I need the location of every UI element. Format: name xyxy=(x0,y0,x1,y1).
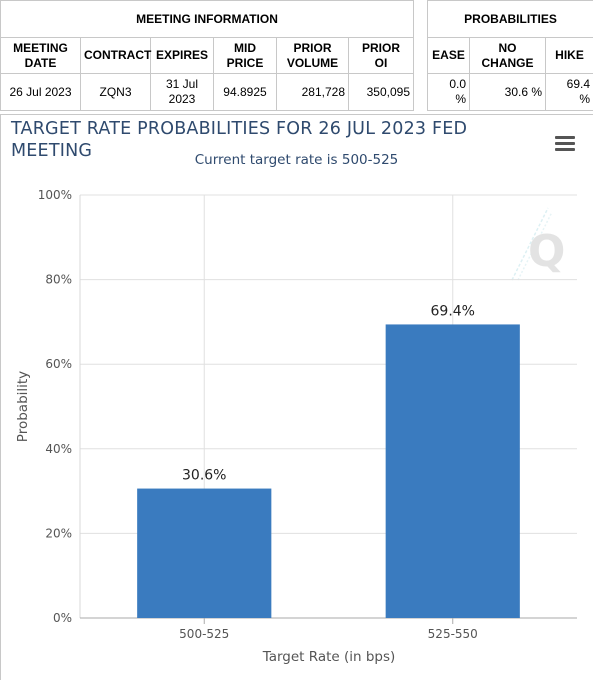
y-tick-label: 40% xyxy=(45,442,72,456)
column-header-prior-oi: PRIOR OI xyxy=(348,37,414,74)
probabilities-header: PROBABILITIES xyxy=(426,0,593,38)
prior-volume-cell: 281,728 xyxy=(276,73,349,111)
hamburger-menu-icon[interactable] xyxy=(555,136,575,152)
meeting-date-cell: 26 Jul 2023 xyxy=(0,73,81,111)
svg-text:Q: Q xyxy=(528,226,565,277)
x-tick-label: 500-525 xyxy=(179,627,229,641)
column-header-contract: CONTRACT xyxy=(80,37,151,74)
table-row: 0.0% 30.6 % 69.4% xyxy=(427,73,593,111)
data-label: 69.4% xyxy=(431,303,475,319)
bar-525-550 xyxy=(385,324,520,618)
meeting-information-header: MEETING INFORMATION xyxy=(0,0,414,38)
column-header-no-change: NO CHANGE xyxy=(469,37,546,74)
mid-price-cell: 94.8925 xyxy=(213,73,277,111)
y-tick-label: 60% xyxy=(45,357,72,371)
prior-oi-cell: 350,095 xyxy=(348,73,414,111)
no-change-cell: 30.6 % xyxy=(469,73,546,111)
expires-cell: 31 Jul 2023 xyxy=(150,73,214,111)
column-header-hike: HIKE xyxy=(544,37,593,74)
y-axis-label: Probability xyxy=(15,371,31,442)
ease-cell: 0.0% xyxy=(427,73,470,111)
column-header-expires: EXPIRES xyxy=(150,37,214,74)
x-axis-label: Target Rate (in bps) xyxy=(262,649,396,665)
x-tick-label: 525-550 xyxy=(428,627,478,641)
meeting-information-table: MEETING INFORMATION MEETING DATE CONTRACT… xyxy=(0,0,414,111)
column-header-meeting-date: MEETING DATE xyxy=(0,37,81,74)
chart-title: TARGET RATE PROBABILITIES FOR 26 JUL 202… xyxy=(11,119,468,161)
table-row: 26 Jul 2023 ZQN3 31 Jul 2023 94.8925 281,… xyxy=(0,73,414,111)
contract-cell: ZQN3 xyxy=(80,73,151,111)
column-header-mid-price: MID PRICE xyxy=(213,37,277,74)
column-header-prior-volume: PRIOR VOLUME xyxy=(276,37,349,74)
y-tick-label: 0% xyxy=(53,611,72,625)
y-tick-label: 20% xyxy=(45,526,72,540)
data-label: 30.6% xyxy=(182,468,226,484)
bar-500-525 xyxy=(137,488,272,618)
column-header-ease: EASE xyxy=(427,37,470,74)
probabilities-table: PROBABILITIES EASE NO CHANGE HIKE 0.0% 30… xyxy=(426,0,593,111)
chart-subtitle: Current target rate is 500-525 xyxy=(194,152,399,168)
quikstrike-watermark-logo: Q xyxy=(511,207,565,281)
y-tick-label: 100% xyxy=(38,188,72,202)
hike-cell: 69.4% xyxy=(544,73,593,111)
y-tick-label: 80% xyxy=(45,273,72,287)
chart-area: Q 0% 20% 40% 60% 80% 100% 30.6% 500-525 69.4% 525… xyxy=(15,188,577,665)
